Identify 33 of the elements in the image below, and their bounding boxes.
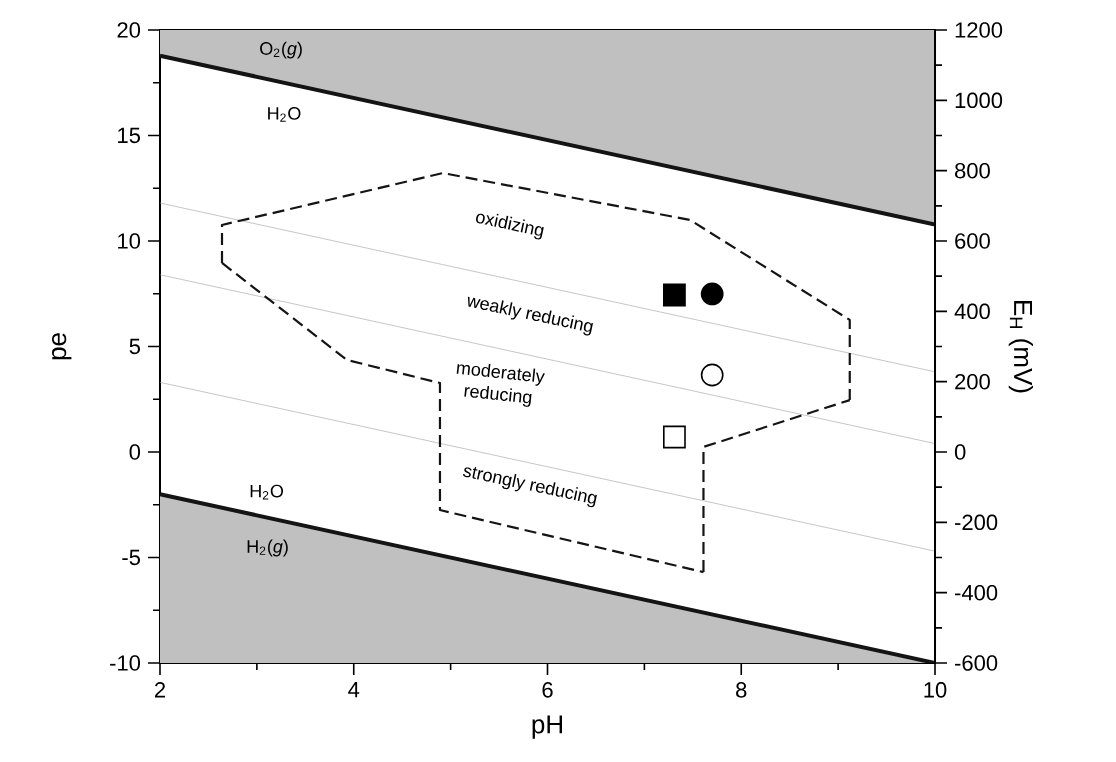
y-tick-label: 5 [129, 338, 140, 355]
y2-tick-label: 200 [955, 373, 990, 390]
x-tick-label: 10 [924, 682, 947, 698]
x-tick-label: 8 [736, 682, 747, 698]
x-axis-title: pH [532, 715, 562, 739]
y2-axis-title: E$_{H}$ (mV) [1008, 301, 1033, 393]
y2-tick-label: 600 [955, 233, 990, 249]
y2-tick-label: 0 [954, 444, 966, 460]
annotation: moderately reducing [456, 363, 545, 407]
annotation: O$_{2}$(g) [260, 41, 302, 59]
y2-tick-label: -200 [955, 514, 998, 531]
y2-tick-label: -400 [955, 584, 998, 601]
x-tick-label: 4 [348, 682, 360, 698]
y-tick-label: 0 [129, 444, 141, 460]
y-tick-label: 10 [118, 233, 141, 249]
y-tick-label: 15 [118, 127, 140, 144]
y-tick-label: -5 [122, 549, 140, 566]
annotation: H$_{2}$(g) [247, 539, 288, 557]
y-axis-title: pe [52, 333, 72, 360]
annotation: strongly reducing [463, 466, 597, 508]
annotation: H$_{2}$O [250, 484, 284, 500]
y2-tick-label: -600 [955, 655, 998, 671]
y2-tick-label: 400 [954, 303, 990, 320]
y-tick-label: -10 [110, 655, 141, 671]
x-tick-label: 2 [154, 682, 166, 698]
x-tick-label: 6 [542, 682, 553, 698]
y2-tick-label: 1200 [955, 22, 1003, 38]
annotation: H$_{2}$O [268, 107, 301, 122]
y-tick-label: 20 [117, 22, 141, 38]
annotation: weakly reducing [467, 296, 594, 336]
y2-tick-label: 800 [955, 162, 990, 179]
annotation: oxidizing [476, 213, 544, 240]
y2-tick-label: 1000 [955, 92, 1003, 109]
